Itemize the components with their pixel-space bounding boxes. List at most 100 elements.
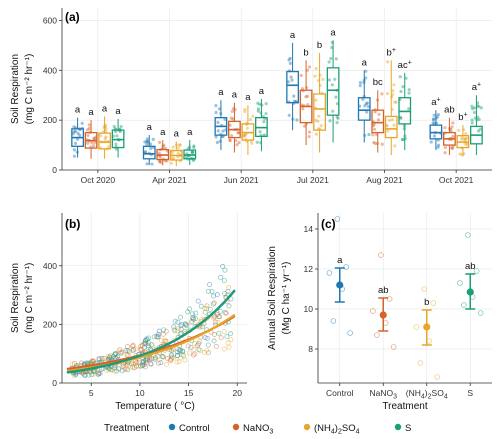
panel-a-point <box>300 87 305 91</box>
panel-a-point <box>251 114 255 118</box>
panel-a-sig-letter: b+ <box>458 112 467 124</box>
panel-c-raw-point <box>457 280 463 286</box>
panel-a-point <box>149 146 153 151</box>
panel-a-point <box>477 105 481 109</box>
panel-a-point <box>321 77 325 82</box>
panel-a-box <box>384 115 398 139</box>
panel-a-point <box>380 92 384 96</box>
panel-a-point <box>290 78 294 82</box>
legend-label: S <box>405 423 411 434</box>
panel-a-point <box>429 140 433 144</box>
panel-a-point <box>449 129 453 133</box>
panel-a-point <box>464 131 468 136</box>
panel-a-sig-letter: a <box>245 92 251 103</box>
legend-swatch <box>232 423 240 431</box>
panel-a-point <box>364 102 368 106</box>
panel-c-xtick-label: (NH4)2SO4 <box>406 388 448 401</box>
panel-a-point <box>314 98 318 102</box>
panel-a-sig-letter: a <box>174 128 180 139</box>
panel-b-point <box>119 350 125 356</box>
panel-c-ytick-label: 12 <box>304 264 314 274</box>
panel-a-point <box>113 127 117 131</box>
panel-a-point <box>114 147 118 151</box>
panel-a-point <box>316 119 320 123</box>
panel-a-xtick-label: Apr 2021 <box>152 175 187 185</box>
panel-a-point <box>145 143 149 147</box>
panel-a-point <box>289 75 293 79</box>
panel-b-point <box>197 348 203 354</box>
panel-a-point <box>472 110 476 115</box>
panel-a-point <box>87 126 91 131</box>
panel-c-ytick-label: 10 <box>304 304 314 314</box>
panel-c-xtick-label: Control <box>326 388 354 398</box>
panel-a-point <box>214 135 218 139</box>
panel-b-point <box>113 350 119 356</box>
panel-a-point <box>328 119 332 123</box>
panel-a-point <box>157 151 161 155</box>
panel-a-point <box>385 60 390 64</box>
panel-a-point <box>303 124 307 128</box>
panel-a-point <box>287 113 291 117</box>
panel-b-point <box>183 321 189 327</box>
panel-b-point <box>211 315 217 321</box>
panel-a-point <box>377 112 381 116</box>
panel-a-box <box>286 70 299 104</box>
panel-b-point <box>152 356 158 362</box>
panel-b-point <box>226 285 232 291</box>
panel-a-point <box>93 140 97 144</box>
panel-b-point <box>200 324 206 330</box>
panel-a-point <box>432 134 437 138</box>
panel-a-point <box>387 118 392 122</box>
panel-b-point <box>181 353 187 359</box>
panel-a-point <box>72 125 76 129</box>
panel-a-point <box>104 127 108 131</box>
panel-a-point <box>191 158 195 162</box>
panel-b-point <box>69 361 75 367</box>
panel-a-point <box>258 130 262 134</box>
panel-a-ytick-label: 600 <box>43 15 57 25</box>
panel-a-point <box>392 83 396 87</box>
panel-b-point <box>158 360 164 366</box>
panel-a-point <box>75 137 80 141</box>
panel-a-point <box>145 162 149 166</box>
panel-a-point <box>330 83 334 87</box>
panel-a-point <box>437 143 441 147</box>
panel-b-xtick-label: 20 <box>233 388 243 398</box>
panel-a-point <box>85 128 90 132</box>
panel-a-point <box>335 115 339 119</box>
panel-a-sig-letter: a <box>187 127 193 138</box>
panel-a-point <box>365 101 369 105</box>
panel-a-point <box>256 101 260 105</box>
panel-a-point <box>386 129 390 133</box>
panel-b-point <box>161 327 167 333</box>
panel-b-ytick-label: 400 <box>43 261 57 271</box>
panel-b-point <box>160 354 166 360</box>
panel-b-point <box>130 348 136 354</box>
panel-a-point <box>78 133 82 137</box>
panel-a-point <box>190 150 194 154</box>
panel-a-point <box>364 76 368 80</box>
panel-a-point <box>216 120 220 125</box>
panel-b-point <box>186 350 192 356</box>
panel-c-ylabel-1: Annual Soil Respiration <box>267 246 278 350</box>
legend-item: Control <box>168 423 210 434</box>
panel-a-point <box>76 131 80 136</box>
panel-a-point <box>306 103 310 107</box>
legend-swatch <box>394 423 402 431</box>
panel-c-xtick-label: NaNO3 <box>369 388 397 401</box>
panel-a-point <box>143 140 147 144</box>
panel-a-point <box>169 161 173 165</box>
panel-b-point <box>114 368 120 374</box>
panel-a-point <box>327 60 331 64</box>
panel-b-point <box>142 358 148 364</box>
panel-a-point <box>431 118 436 122</box>
panel-a-point <box>470 118 474 122</box>
panel-a-box <box>326 67 340 116</box>
panel-a-point <box>390 92 395 97</box>
panel-b-point <box>201 349 207 355</box>
panel-b-point <box>185 343 191 349</box>
panel-a-point <box>72 148 77 152</box>
panel-c-x-ticks: Control NaNO3 (NH4)2SO4 S <box>326 383 473 401</box>
